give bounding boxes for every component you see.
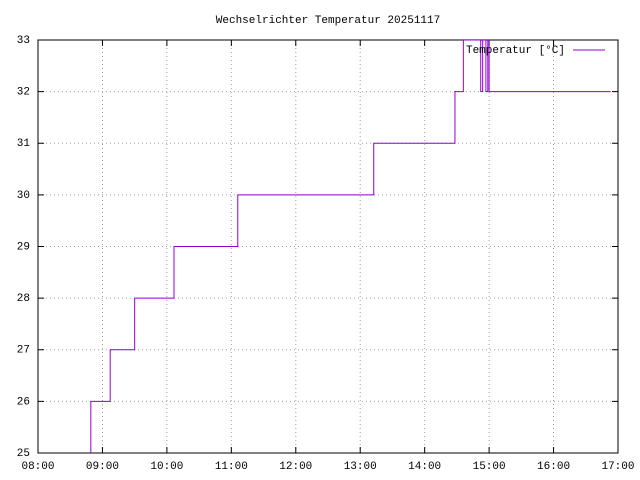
x-tick-label: 14:00 (408, 461, 441, 473)
x-tick-label: 10:00 (150, 461, 183, 473)
y-tick-label: 31 (17, 138, 31, 150)
x-tick-label: 08:00 (21, 461, 54, 473)
x-tick-label: 13:00 (344, 461, 377, 473)
y-tick-label: 32 (17, 87, 30, 99)
chart-title: Wechselrichter Temperatur 20251117 (216, 15, 440, 27)
y-tick-label: 26 (17, 396, 30, 408)
y-tick-label: 27 (17, 345, 30, 357)
plot-frame (37, 39, 619, 454)
x-tick-label: 11:00 (215, 461, 248, 473)
x-tick-label: 17:00 (601, 461, 634, 473)
y-tick-label: 25 (17, 448, 30, 460)
y-tick-label: 28 (17, 293, 30, 305)
x-tick-label: 09:00 (86, 461, 119, 473)
y-tick-label: 29 (17, 241, 30, 253)
y-tick-label: 33 (17, 35, 30, 47)
x-tick-label: 16:00 (537, 461, 570, 473)
y-tick-label: 30 (17, 190, 30, 202)
x-tick-label: 12:00 (279, 461, 312, 473)
legend-label: Temperatur [°C] (466, 45, 565, 57)
x-tick-label: 15:00 (473, 461, 506, 473)
data-line (90, 40, 611, 453)
